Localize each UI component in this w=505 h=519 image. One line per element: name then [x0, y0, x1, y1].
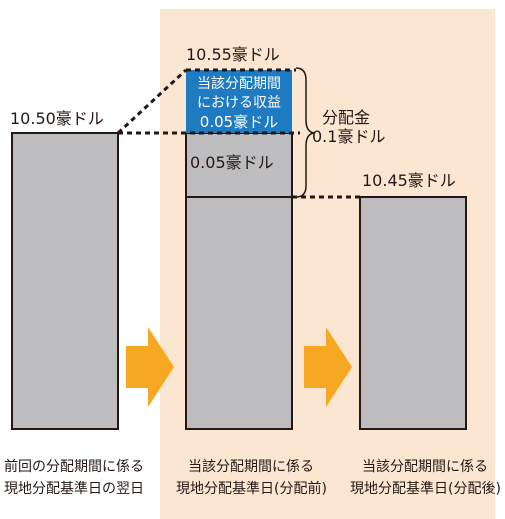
caption-after-2: 現地分配基準日(分配後): [350, 480, 501, 497]
bar-after-value: 10.45豪ドル: [362, 171, 456, 190]
right-arrow-icon: [304, 327, 352, 407]
drawdown-label: 0.05豪ドル: [190, 153, 274, 172]
income-segment: [186, 70, 292, 133]
distribution-label-2: 0.1豪ドル: [312, 127, 385, 146]
dashed-connector-diagonal: [116, 68, 188, 135]
drawdown-segment: [185, 132, 293, 198]
bar-before-base: [185, 196, 293, 430]
bar-before-top-value: 10.55豪ドル: [186, 45, 280, 64]
distribution-bracket: [295, 67, 315, 198]
bar-previous: [11, 132, 119, 430]
caption-before-2: 現地分配基準日(分配前): [176, 480, 327, 497]
income-line2: における収益: [197, 95, 281, 111]
bar-after: [359, 196, 467, 430]
bar-previous-value: 10.50豪ドル: [10, 109, 104, 128]
income-line3: 0.05豪ドル: [200, 113, 278, 131]
caption-after-1: 当該分配期間に係る: [362, 459, 488, 475]
caption-previous-1: 前回の分配期間に係る: [4, 458, 144, 475]
income-line1: 当該分配期間: [197, 76, 281, 92]
right-arrow-icon: [126, 327, 174, 407]
distribution-label-1: 分配金: [322, 108, 370, 127]
caption-previous-2: 現地分配基準日の翌日: [4, 480, 144, 497]
caption-before-1: 当該分配期間に係る: [188, 459, 314, 475]
